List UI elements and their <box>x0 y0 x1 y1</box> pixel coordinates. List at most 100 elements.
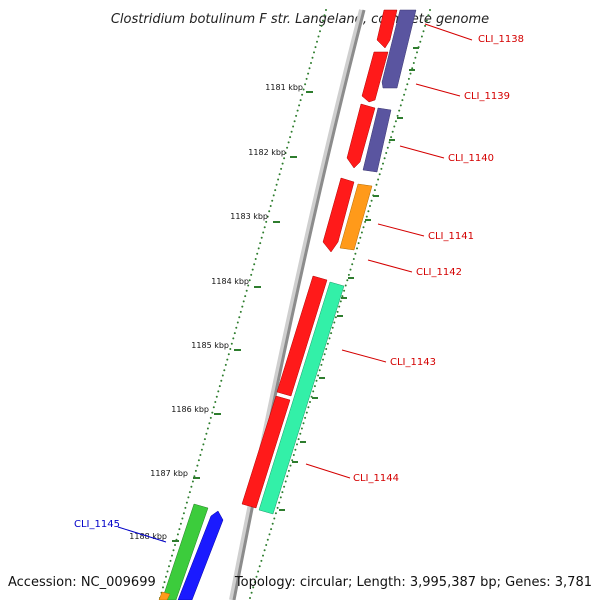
gene-cli-1141[interactable] <box>322 177 355 253</box>
track-dot <box>331 326 334 329</box>
track-dot <box>297 438 300 441</box>
track-dot <box>391 130 394 133</box>
track-dot <box>330 332 333 335</box>
track-dot <box>315 379 318 382</box>
track-dot <box>179 522 182 525</box>
track-dot <box>307 72 310 75</box>
gene-label[interactable]: CLI_1145 <box>74 519 120 530</box>
track-dot <box>323 14 326 17</box>
gene-purple-2[interactable] <box>362 107 392 173</box>
gene-label[interactable]: CLI_1144 <box>353 473 399 484</box>
kbp-label: 1187 kbp <box>150 469 188 478</box>
track-dot <box>250 273 253 276</box>
track-dot <box>227 353 230 356</box>
track-dot <box>305 411 308 414</box>
track-dot <box>253 581 256 584</box>
track-dot <box>272 194 275 197</box>
track-dot <box>399 104 402 107</box>
track-dot <box>268 533 271 536</box>
track-dot <box>313 385 316 388</box>
track-dot <box>296 109 299 112</box>
track-dot <box>362 226 365 229</box>
track-dot <box>273 517 276 520</box>
track-dot <box>401 99 404 102</box>
track-dot <box>239 310 242 313</box>
gene-blue[interactable] <box>177 510 224 600</box>
track-dot <box>236 321 239 324</box>
track-dot <box>291 459 294 462</box>
track-dot <box>181 517 184 520</box>
gene-labels: CLI_1138 CLI_1139 CLI_1140 CLI_1141 CLI_… <box>74 34 524 530</box>
genome-backbone <box>229 9 366 600</box>
track-dot <box>221 374 224 377</box>
track-dot <box>382 162 384 165</box>
track-dot <box>322 358 324 361</box>
track-dot <box>425 19 428 22</box>
track-dot <box>278 501 281 504</box>
track-dot <box>268 210 271 213</box>
callout-lines <box>117 23 473 543</box>
track-dot <box>244 295 247 298</box>
kbp-label: 1183 kbp <box>230 212 268 221</box>
track-dot <box>263 226 266 229</box>
gene-cli-1138[interactable] <box>376 9 398 49</box>
gene-cli-1145[interactable] <box>161 503 209 600</box>
track-dot <box>242 300 245 303</box>
summary-text: Topology: circular; Length: 3,995,387 bp… <box>234 575 592 590</box>
track-dot <box>241 305 244 308</box>
gene-label[interactable]: CLI_1142 <box>416 267 462 278</box>
gene-orange-small[interactable] <box>158 591 171 600</box>
track-dot <box>373 189 376 192</box>
track-dot <box>320 363 323 366</box>
gene-label[interactable]: CLI_1141 <box>428 231 474 242</box>
track-dot <box>304 83 307 86</box>
track-dot <box>209 416 212 419</box>
gene-teal[interactable] <box>258 281 345 515</box>
track-dot <box>190 485 193 488</box>
track-dot <box>313 51 315 54</box>
track-dot <box>176 533 179 536</box>
track-dot <box>314 46 317 49</box>
kbp-label: 1184 kbp <box>211 277 249 286</box>
track-dot <box>211 411 214 414</box>
track-dot <box>424 24 427 27</box>
track-dot <box>292 125 295 128</box>
gene-cli-1143[interactable] <box>276 275 328 397</box>
gene-label[interactable]: CLI_1143 <box>390 357 436 368</box>
track-dot <box>220 379 223 382</box>
track-dot <box>265 544 268 546</box>
gene-cli-1142[interactable] <box>339 183 373 251</box>
track-dot <box>333 321 336 324</box>
gene-cli-1144[interactable] <box>241 395 291 509</box>
track-dot <box>182 512 185 515</box>
track-dot <box>229 348 232 350</box>
gene-cli-1139[interactable] <box>361 51 389 103</box>
track-dot <box>166 570 169 573</box>
track-dot <box>414 56 417 59</box>
track-dot <box>309 401 311 403</box>
gene-label[interactable]: CLI_1139 <box>464 91 510 102</box>
track-dot <box>252 586 255 589</box>
track-dot <box>318 369 321 372</box>
gene-label[interactable]: CLI_1140 <box>448 153 494 164</box>
track-dot <box>354 252 357 255</box>
gene-cli-1140[interactable] <box>346 103 376 169</box>
track-dot <box>383 157 386 160</box>
track-dot <box>325 9 327 11</box>
track-dot <box>238 316 241 319</box>
track-dot <box>406 83 409 86</box>
track-dot <box>162 586 164 589</box>
inner-dotted-track <box>249 9 431 599</box>
track-dot <box>253 263 256 266</box>
map-title: Clostridium botulinum F str. Langeland, … <box>111 12 489 27</box>
track-dot <box>249 597 251 599</box>
track-dot <box>359 236 362 239</box>
track-dot <box>275 183 278 186</box>
track-dot <box>364 220 367 223</box>
gene-purple-1[interactable] <box>381 9 417 89</box>
track-dot <box>300 427 303 430</box>
gene-label[interactable]: CLI_1138 <box>478 34 524 45</box>
track-dot <box>356 247 358 250</box>
track-dot <box>341 295 344 298</box>
